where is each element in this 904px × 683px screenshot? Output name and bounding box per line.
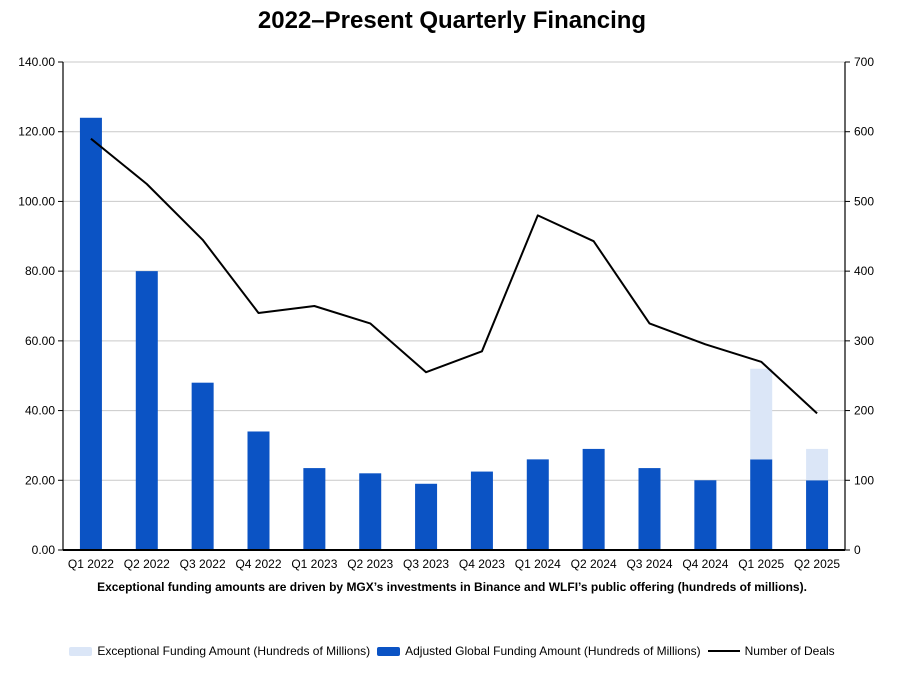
- right-axis-tick-label: 700: [854, 55, 874, 69]
- x-axis-category-label: Q2 2022: [124, 557, 170, 571]
- x-axis-category-label: Q1 2025: [738, 557, 784, 571]
- bar-adjusted-funding: [303, 468, 326, 550]
- adjusted-swatch-icon: [377, 646, 401, 656]
- bar-adjusted-funding: [694, 480, 717, 550]
- legend-item-exceptional: Exceptional Funding Amount (Hundreds of …: [69, 644, 370, 658]
- bar-adjusted-funding: [79, 117, 102, 551]
- left-axis-tick-label: 0.00: [32, 543, 56, 557]
- bar-exceptional-funding: [750, 368, 773, 460]
- bar-adjusted-funding: [247, 431, 270, 550]
- legend-label-exceptional: Exceptional Funding Amount (Hundreds of …: [97, 644, 371, 658]
- bar-adjusted-funding: [470, 471, 493, 550]
- bar-adjusted-funding: [526, 459, 549, 550]
- x-axis-category-label: Q1 2024: [515, 557, 561, 571]
- x-axis-category-label: Q1 2023: [291, 557, 337, 571]
- left-axis-tick-label: 140.00: [18, 55, 55, 69]
- x-axis-category-label: Q4 2023: [459, 557, 505, 571]
- right-axis-tick-label: 300: [854, 334, 874, 348]
- left-axis-tick-label: 60.00: [25, 334, 55, 348]
- bar-adjusted-funding: [191, 382, 214, 550]
- chart-plot-area: 0.00 20.00 40.00 60.00 80.00 100.00 120.00 140.…: [18, 55, 874, 571]
- left-axis-tick-label: 20.00: [25, 473, 55, 487]
- bar-adjusted-funding: [638, 468, 661, 550]
- x-axis-category-label: Q3 2022: [180, 557, 226, 571]
- chart-title: 2022–Present Quarterly Financing: [257, 7, 647, 34]
- chart-caption: Exceptional funding amounts are driven b…: [97, 580, 807, 594]
- x-axis-category-label: Q2 2025: [794, 557, 840, 571]
- legend: Exceptional Funding Amount (Hundreds of …: [0, 644, 904, 658]
- x-axis-category-label: Q3 2023: [403, 557, 449, 571]
- right-axis-tick-label: 400: [854, 264, 874, 278]
- legend-label-deals: Number of Deals: [744, 644, 835, 658]
- right-axis-tick-label: 0: [854, 543, 861, 557]
- deals-line-swatch-icon: [707, 650, 740, 652]
- legend-item-adjusted: Adjusted Global Funding Amount (Hundreds…: [377, 644, 701, 658]
- x-axis-category-label: Q2 2023: [347, 557, 393, 571]
- right-axis-tick-label: 100: [854, 473, 874, 487]
- left-axis-tick-label: 40.00: [25, 404, 55, 418]
- bar-adjusted-funding: [135, 271, 158, 550]
- x-axis-category-label: Q3 2024: [626, 557, 672, 571]
- x-axis-category-label: Q4 2022: [235, 557, 281, 571]
- right-axis-tick-label: 600: [854, 125, 874, 139]
- right-axis-tick-label: 500: [854, 194, 874, 208]
- x-axis-category-label: Q4 2024: [682, 557, 728, 571]
- legend-label-adjusted: Adjusted Global Funding Amount (Hundreds…: [405, 644, 701, 658]
- bar-exceptional-funding: [806, 448, 829, 481]
- left-axis-tick-label: 80.00: [25, 264, 55, 278]
- x-axis-category-label: Q1 2022: [68, 557, 114, 571]
- bar-adjusted-funding: [415, 483, 438, 550]
- bar-adjusted-funding: [750, 459, 773, 550]
- x-axis-category-label: Q2 2024: [571, 557, 617, 571]
- right-axis-tick-label: 200: [854, 404, 874, 418]
- bar-adjusted-funding: [359, 473, 382, 550]
- bar-adjusted-funding: [582, 448, 605, 550]
- exceptional-swatch-icon: [69, 646, 93, 656]
- deals-line: [90, 137, 818, 415]
- left-axis-tick-label: 120.00: [18, 125, 55, 139]
- bar-adjusted-funding: [806, 480, 829, 550]
- legend-item-deals: Number of Deals: [707, 644, 835, 658]
- left-axis-tick-label: 100.00: [18, 194, 55, 208]
